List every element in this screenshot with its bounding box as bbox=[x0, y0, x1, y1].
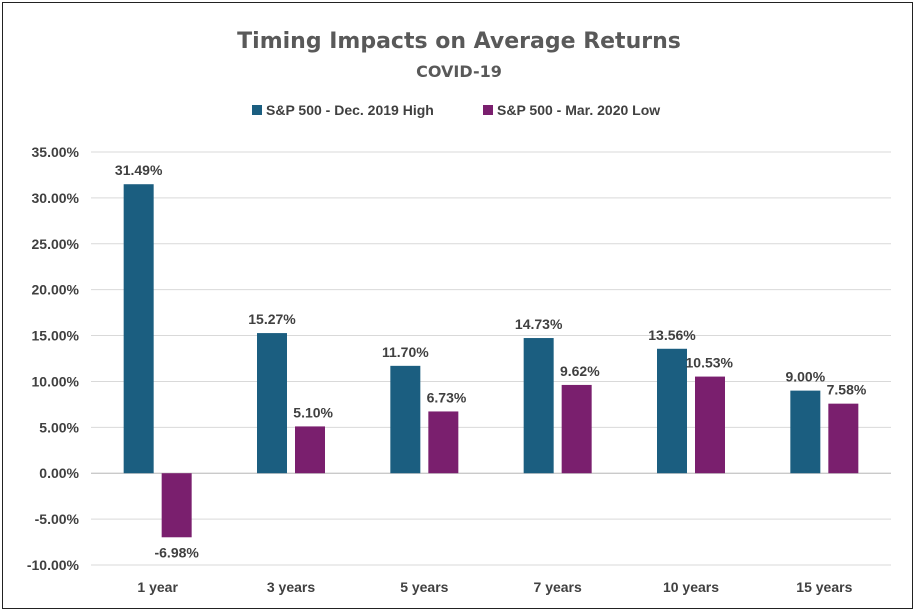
bar bbox=[657, 348, 687, 474]
y-tick-label: -10.00% bbox=[27, 557, 80, 573]
bars bbox=[123, 184, 859, 538]
data-label: 15.27% bbox=[248, 311, 296, 327]
y-tick-label: 20.00% bbox=[32, 282, 80, 298]
data-label: 11.70% bbox=[382, 344, 429, 360]
y-tick-label: 10.00% bbox=[32, 373, 80, 389]
x-tick-label: 3 years bbox=[267, 579, 315, 595]
bar bbox=[561, 384, 592, 474]
x-axis: 1 year 3 years 5 years 7 years 10 years 15 ye… bbox=[137, 579, 852, 595]
data-label: 7.58% bbox=[827, 382, 867, 398]
bar bbox=[828, 403, 859, 474]
gridlines bbox=[91, 151, 891, 566]
y-tick-label: 0.00% bbox=[39, 465, 79, 481]
data-label: 9.62% bbox=[560, 363, 600, 379]
y-tick-label: 35.00% bbox=[32, 144, 80, 160]
data-label: 6.73% bbox=[427, 389, 467, 405]
chart-title: Timing Impacts on Average Returns bbox=[237, 29, 681, 54]
bar-chart: Timing Impacts on Average Returns COVID-… bbox=[27, 29, 891, 595]
x-tick-label: 7 years bbox=[534, 579, 582, 595]
legend: S&P 500 - Dec. 2019 High S&P 500 - Mar. … bbox=[252, 102, 660, 118]
data-label: 31.49% bbox=[115, 162, 163, 178]
bar bbox=[123, 184, 154, 474]
y-tick-label: -5.00% bbox=[35, 511, 80, 527]
data-label: 9.00% bbox=[785, 369, 825, 385]
legend-swatch-dec-2019-high bbox=[252, 105, 262, 115]
data-labels: 31.49% -6.98% 15.27% 5.10% 11.70% 6.73% 14.73%… bbox=[115, 162, 867, 560]
bar bbox=[790, 390, 821, 474]
y-tick-label: 5.00% bbox=[39, 419, 79, 435]
bar bbox=[695, 376, 725, 474]
bar bbox=[161, 473, 192, 538]
x-tick-label: 10 years bbox=[663, 579, 719, 595]
data-label: 14.73% bbox=[515, 316, 563, 332]
x-tick-label: 5 years bbox=[400, 579, 448, 595]
bar bbox=[523, 338, 554, 474]
bar bbox=[390, 365, 421, 474]
y-tick-label: 30.00% bbox=[32, 190, 80, 206]
data-label: -6.98% bbox=[154, 544, 199, 560]
bar bbox=[428, 411, 459, 474]
y-tick-label: 15.00% bbox=[32, 328, 80, 344]
data-label: 5.10% bbox=[293, 404, 333, 420]
x-tick-label: 15 years bbox=[796, 579, 852, 595]
legend-label-dec-2019-high: S&P 500 - Dec. 2019 High bbox=[266, 102, 434, 118]
data-label: 10.53% bbox=[686, 355, 734, 371]
legend-swatch-mar-2020-low bbox=[483, 105, 493, 115]
bar bbox=[295, 426, 325, 474]
y-tick-label: 25.00% bbox=[32, 236, 80, 252]
chart-subtitle: COVID-19 bbox=[416, 62, 502, 81]
data-label: 13.56% bbox=[648, 327, 696, 343]
bar bbox=[257, 333, 287, 474]
y-axis: -10.00% -5.00% 0.00% 5.00% 10.00% 15.00% 20.00… bbox=[27, 144, 80, 573]
x-tick-label: 1 year bbox=[137, 579, 178, 595]
legend-label-mar-2020-low: S&P 500 - Mar. 2020 Low bbox=[497, 102, 660, 118]
